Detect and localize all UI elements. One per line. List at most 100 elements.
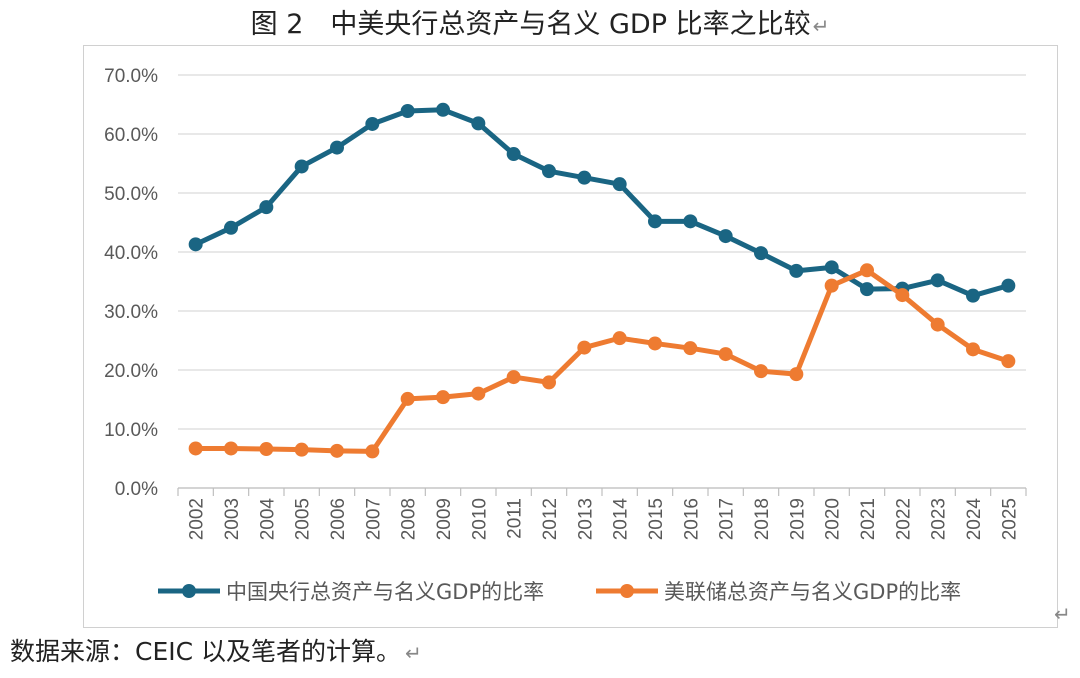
figure-title: 图 2 中美央行总资产与名义 GDP 比率之比较 ↵: [0, 2, 1080, 41]
data-point: [612, 177, 627, 192]
data-point: [966, 288, 980, 303]
data-point: [860, 282, 874, 297]
x-tick-label: 2011: [505, 498, 526, 539]
data-point: [577, 170, 592, 185]
legend-swatch-marker: [620, 584, 634, 598]
data-point: [294, 159, 309, 174]
x-tick-label: 2009: [434, 498, 455, 540]
x-tick-label: 2004: [257, 498, 278, 541]
series-layer: [188, 102, 1016, 459]
x-tick-label: 2007: [363, 498, 384, 540]
return-mark: ↵: [405, 641, 422, 665]
data-point: [754, 246, 768, 261]
data-point: [718, 229, 733, 244]
y-tick-label: 50.0%: [104, 184, 158, 205]
x-tick-label: 2003: [222, 498, 243, 540]
y-axis-ticks: 0.0% 10.0% 20.0% 30.0% 40.0% 50.0% 60.0% 70.0%: [104, 66, 158, 500]
data-point: [930, 273, 945, 288]
x-tick-label: 2021: [858, 498, 879, 540]
data-point: [471, 386, 486, 401]
data-point: [330, 443, 344, 458]
y-tick-label: 30.0%: [104, 302, 158, 323]
data-point: [718, 347, 733, 362]
data-point: [789, 263, 804, 278]
x-tick-label: 2019: [787, 498, 808, 540]
data-point: [824, 260, 839, 275]
data-point: [895, 288, 910, 303]
data-point: [259, 442, 274, 457]
data-point: [577, 340, 592, 355]
data-point: [224, 441, 238, 456]
source-note: 数据来源：CEIC 以及笔者的计算。 ↵: [10, 632, 422, 668]
data-point: [188, 441, 203, 456]
data-point: [1001, 354, 1016, 369]
data-point: [754, 364, 768, 379]
data-point: [648, 214, 662, 229]
chart-frame: [83, 45, 1058, 628]
return-mark: ↵: [1054, 602, 1071, 626]
x-tick-label: 2015: [646, 498, 667, 540]
data-point: [330, 140, 344, 155]
source-note-text: 数据来源：CEIC 以及笔者的计算。: [10, 637, 402, 666]
series-china: [188, 102, 1016, 303]
data-point: [188, 237, 203, 252]
data-point: [365, 444, 380, 459]
legend-label: 美联储总资产与名义GDP的比率: [664, 580, 961, 604]
x-tick-label: 2012: [540, 498, 561, 540]
x-tick-label: 2008: [399, 498, 420, 540]
grid-lines: [178, 74, 1026, 489]
y-tick-label: 20.0%: [104, 361, 158, 382]
data-point: [860, 263, 874, 278]
y-tick-label: 0.0%: [115, 479, 158, 500]
data-point: [224, 220, 238, 235]
legend: 中国央行总资产与名义GDP的比率 美联储总资产与名义GDP的比率: [158, 580, 961, 604]
series-line: [193, 267, 1011, 454]
data-point: [471, 116, 486, 131]
legend-swatch-marker: [182, 584, 196, 598]
x-tick-label: 2005: [293, 498, 314, 540]
return-mark: ↵: [812, 14, 830, 38]
data-point: [789, 367, 804, 382]
data-point: [683, 341, 698, 356]
legend-label: 中国央行总资产与名义GDP的比率: [226, 580, 544, 604]
legend-item: 中国央行总资产与名义GDP的比率: [158, 580, 544, 604]
data-point: [400, 391, 415, 406]
data-point: [930, 317, 945, 332]
data-point: [400, 103, 415, 118]
data-point: [259, 200, 274, 215]
series-us: [188, 263, 1016, 459]
x-tick-label: 2023: [929, 498, 950, 540]
y-tick-label: 60.0%: [104, 125, 158, 146]
legend-item: 美联储总资产与名义GDP的比率: [596, 580, 961, 604]
data-point: [1001, 278, 1016, 293]
data-point: [506, 370, 521, 385]
y-tick-label: 40.0%: [104, 243, 158, 264]
x-tick-label: 2025: [999, 498, 1020, 540]
data-point: [966, 342, 980, 357]
data-point: [542, 375, 556, 390]
x-tick-label: 2018: [752, 498, 773, 540]
y-tick-label: 10.0%: [104, 420, 158, 441]
data-point: [294, 442, 309, 457]
data-point: [436, 390, 450, 405]
data-point: [824, 278, 839, 293]
x-tick-label: 2016: [681, 498, 702, 540]
x-tick-label: 2022: [893, 498, 914, 540]
x-tick-label: 2020: [823, 498, 844, 540]
x-tick-label: 2002: [187, 498, 208, 540]
series-line: [193, 107, 1011, 299]
x-tick-label: 2024: [964, 498, 985, 541]
x-tick-label: 2014: [611, 498, 632, 541]
x-tick-label: 2010: [469, 498, 490, 540]
figure-title-text: 图 2 中美央行总资产与名义 GDP 比率之比较: [250, 9, 811, 40]
data-point: [683, 214, 698, 229]
x-tick-label: 2017: [717, 498, 738, 540]
x-tick-label: 2013: [575, 498, 596, 540]
data-point: [436, 102, 450, 117]
data-point: [612, 331, 627, 346]
data-point: [365, 116, 380, 131]
data-point: [648, 336, 662, 351]
data-point: [542, 164, 556, 179]
x-axis: 2002 2003 2004 2005 2006 2007 2008 2009 2010 2011…: [177, 487, 1027, 541]
